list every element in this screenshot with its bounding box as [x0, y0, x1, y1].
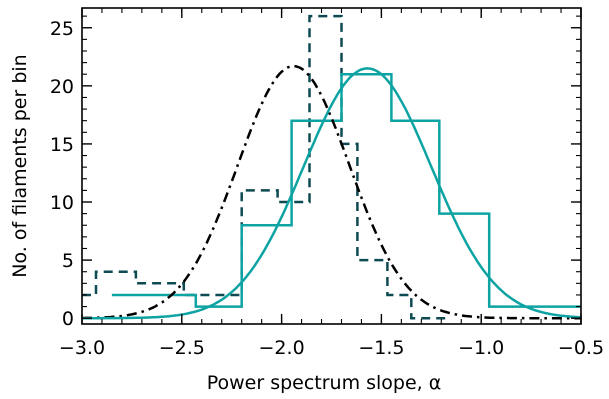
plot-frame: [81, 7, 582, 325]
x-tick-label: −1.0: [458, 337, 504, 359]
series-1-histogram: [111, 72, 581, 324]
series-0-histogram: [82, 14, 448, 324]
y-axis-title: No. of filaments per bin: [9, 54, 31, 277]
series-layer: [82, 14, 582, 324]
histogram-bin: [391, 121, 439, 324]
x-tick-label: −3.0: [59, 337, 105, 359]
y-tick-label: 25: [50, 18, 74, 40]
y-tick-label: 15: [50, 134, 74, 156]
y-tick-label: 0: [62, 308, 74, 330]
histogram-bin: [292, 121, 342, 324]
histogram-bin: [342, 74, 392, 324]
y-axis-ticks: 0 5 10 15 20 25: [50, 15, 581, 330]
y-tick-label: 5: [62, 250, 74, 272]
plot-area: −3.0 −2.5 −2.0 −1.5 −1.0 −0.5 0 5 10 15 20 25: [50, 7, 604, 359]
x-tick-label: −2.5: [159, 337, 205, 359]
x-tick-label: −2.0: [259, 337, 305, 359]
histogram-steps: [82, 14, 448, 320]
histogram-bin: [82, 295, 96, 324]
histogram-steps: [111, 72, 581, 308]
series-3-gaussian-fit: [82, 67, 582, 320]
x-tick-label: −1.5: [358, 337, 404, 359]
x-tick-label: −0.5: [558, 337, 604, 359]
y-tick-label: 20: [50, 76, 74, 98]
x-axis-ticks: −3.0 −2.5 −2.0 −1.5 −1.0 −0.5: [59, 8, 604, 359]
x-axis-title: Power spectrum slope, α: [207, 372, 442, 394]
histogram-bin: [112, 295, 196, 324]
y-tick-label: 10: [50, 192, 74, 214]
gaussian-fit-curve: [82, 67, 582, 320]
